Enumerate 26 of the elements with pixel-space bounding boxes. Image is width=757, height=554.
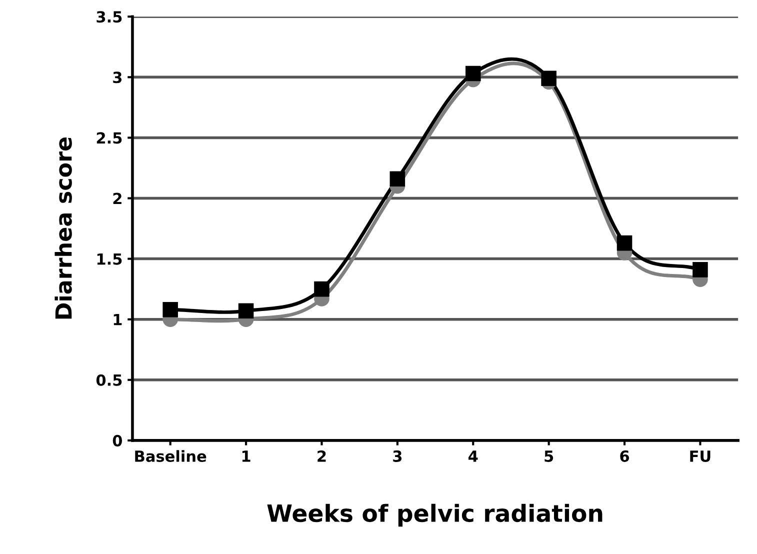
point [314,281,330,297]
y-tick-label: 1 [114,314,122,326]
x-tick-label: Baseline [135,450,206,462]
point [390,171,406,187]
y-axis-title: Diarrhea score [54,137,72,319]
x-tick-label: 5 [544,450,554,462]
x-axis-title: Weeks of pelvic radiation [267,504,602,527]
y-tick-label: 2.5 [96,132,122,144]
x-tick-label: 2 [318,450,326,462]
y-tick-label: 3 [113,72,122,84]
x-tick-label: 4 [468,450,478,462]
y-tick-label: 3.5 [96,11,122,23]
x-tick-label: 6 [620,450,630,462]
point [162,302,178,318]
point [238,303,254,319]
point [616,235,632,251]
y-tick-label: 2 [113,192,122,204]
y-tick-label: 0 [112,434,122,446]
x-tick-label: 3 [393,450,402,462]
x-tick-label: FU [690,450,710,462]
y-tick-label: 1.5 [97,253,122,265]
x-tick-label: 1 [242,450,250,462]
point [541,70,556,86]
point [465,66,481,82]
point [692,262,708,278]
y-tick-label: 0.5 [96,374,122,386]
